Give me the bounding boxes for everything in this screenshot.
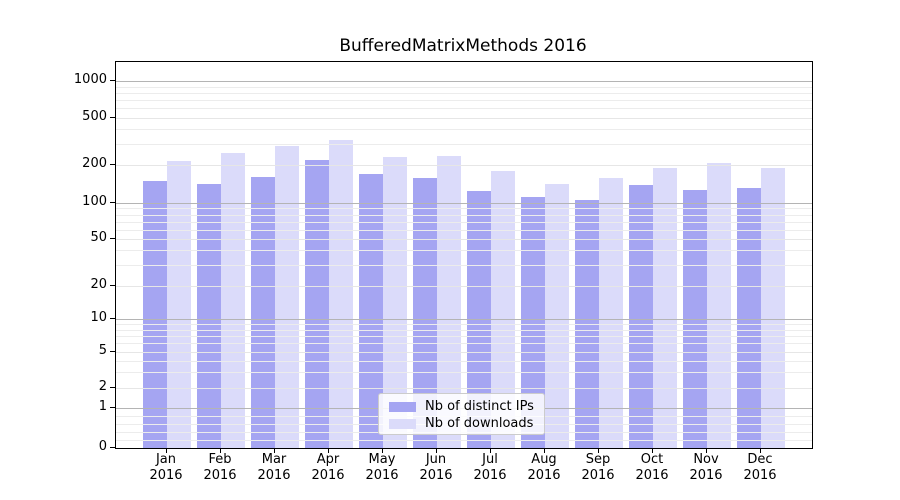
- x-tick-mark: [328, 449, 329, 453]
- gridline-300: [116, 144, 812, 145]
- legend-swatch-downloads: [389, 418, 416, 429]
- gridline-60: [116, 230, 812, 231]
- bar-feb-distinct-ips: [196, 183, 221, 448]
- grid-layer: [116, 62, 812, 448]
- bar-feb-downloads: [220, 152, 245, 448]
- gridline-4: [116, 361, 812, 362]
- bar-oct-distinct-ips: [628, 185, 653, 448]
- x-tick-label-jun: Jun 2016: [419, 452, 453, 483]
- bar-nov-downloads: [707, 162, 731, 448]
- x-tick-label-feb: Feb 2016: [203, 452, 237, 483]
- x-tick-mark: [436, 449, 437, 453]
- bar-apr-downloads: [328, 140, 353, 448]
- x-tick-label-dec: Dec 2016: [743, 452, 777, 483]
- gridline-80: [116, 215, 812, 216]
- x-tick-mark: [760, 449, 761, 453]
- y-tick-mark: [110, 202, 115, 203]
- y-tick-label: 500: [82, 109, 107, 124]
- y-tick-label: 0: [98, 439, 107, 454]
- y-tick-label: 2: [98, 379, 107, 394]
- legend-item-downloads: Nb of downloads: [389, 415, 544, 432]
- gridline-500: [116, 118, 812, 119]
- gridline-0.2: [116, 440, 812, 441]
- gridline-2: [116, 388, 812, 389]
- y-tick-label: 1: [98, 399, 107, 414]
- gridline-200: [116, 165, 812, 166]
- legend-label: Nb of downloads: [425, 415, 534, 431]
- x-tick-mark: [166, 449, 167, 453]
- legend: Nb of distinct IPs Nb of downloads: [378, 393, 545, 435]
- x-tick-mark: [382, 449, 383, 453]
- gridline-40: [116, 250, 812, 251]
- x-tick-mark: [274, 449, 275, 453]
- x-tick-mark: [652, 449, 653, 453]
- gridline-9: [116, 324, 812, 325]
- y-tick-label: 5: [98, 343, 107, 358]
- gridline-100: [116, 203, 812, 204]
- x-tick-label-apr: Apr 2016: [311, 452, 345, 483]
- gridline-900: [116, 87, 812, 88]
- y-tick-label: 10: [90, 310, 107, 325]
- gridline-400: [116, 129, 812, 130]
- gridline-800: [116, 93, 812, 94]
- y-tick-mark: [110, 387, 115, 388]
- x-tick-label-jul: Jul 2016: [473, 452, 507, 483]
- gridline-3: [116, 372, 812, 373]
- gridline-50: [116, 239, 812, 240]
- bar-dec-distinct-ips: [737, 187, 762, 448]
- legend-item-distinct-ips: Nb of distinct IPs: [389, 398, 544, 415]
- x-tick-mark: [490, 449, 491, 453]
- plot-area: [115, 61, 813, 449]
- x-tick-label-sep: Sep 2016: [581, 452, 615, 483]
- legend-swatch-distinct-ips: [389, 401, 416, 412]
- y-tick-mark: [110, 80, 115, 81]
- bar-jan-distinct-ips: [142, 181, 167, 448]
- y-tick-label: 20: [90, 277, 107, 292]
- gridline-1000: [116, 81, 812, 82]
- y-tick-label: 200: [82, 156, 107, 171]
- bar-aug-downloads: [544, 184, 569, 448]
- y-tick-mark: [110, 285, 115, 286]
- y-tick-mark: [110, 447, 115, 448]
- gridline-7: [116, 336, 812, 337]
- x-tick-mark: [598, 449, 599, 453]
- gridline-5: [116, 352, 812, 353]
- gridline-30: [116, 265, 812, 266]
- y-tick-mark: [110, 351, 115, 352]
- x-tick-label-oct: Oct 2016: [635, 452, 669, 483]
- x-tick-label-aug: Aug 2016: [527, 452, 561, 483]
- y-tick-mark: [110, 164, 115, 165]
- gridline-700: [116, 100, 812, 101]
- y-tick-label: 100: [82, 194, 107, 209]
- x-tick-label-may: May 2016: [365, 452, 399, 483]
- x-tick-label-mar: Mar 2016: [257, 452, 291, 483]
- gridline-10: [116, 319, 812, 320]
- y-tick-mark: [110, 407, 115, 408]
- x-tick-label-jan: Jan 2016: [149, 452, 183, 483]
- gridline-6: [116, 343, 812, 344]
- gridline-20: [116, 286, 812, 287]
- y-tick-label: 50: [90, 230, 107, 245]
- x-tick-mark: [220, 449, 221, 453]
- gridline-90: [116, 208, 812, 209]
- x-tick-label-nov: Nov 2016: [689, 452, 723, 483]
- bar-oct-downloads: [652, 167, 677, 448]
- gridline-70: [116, 222, 812, 223]
- gridline-8: [116, 330, 812, 331]
- x-tick-mark: [544, 449, 545, 453]
- bar-dec-downloads: [761, 168, 786, 448]
- chart-title: BufferedMatrixMethods 2016: [339, 36, 587, 56]
- y-tick-mark: [110, 238, 115, 239]
- gridline-600: [116, 108, 812, 109]
- x-tick-mark: [706, 449, 707, 453]
- y-tick-mark: [110, 117, 115, 118]
- legend-label: Nb of distinct IPs: [425, 398, 534, 414]
- y-tick-mark: [110, 318, 115, 319]
- bar-mar-downloads: [274, 145, 299, 448]
- y-tick-label: 1000: [73, 72, 107, 87]
